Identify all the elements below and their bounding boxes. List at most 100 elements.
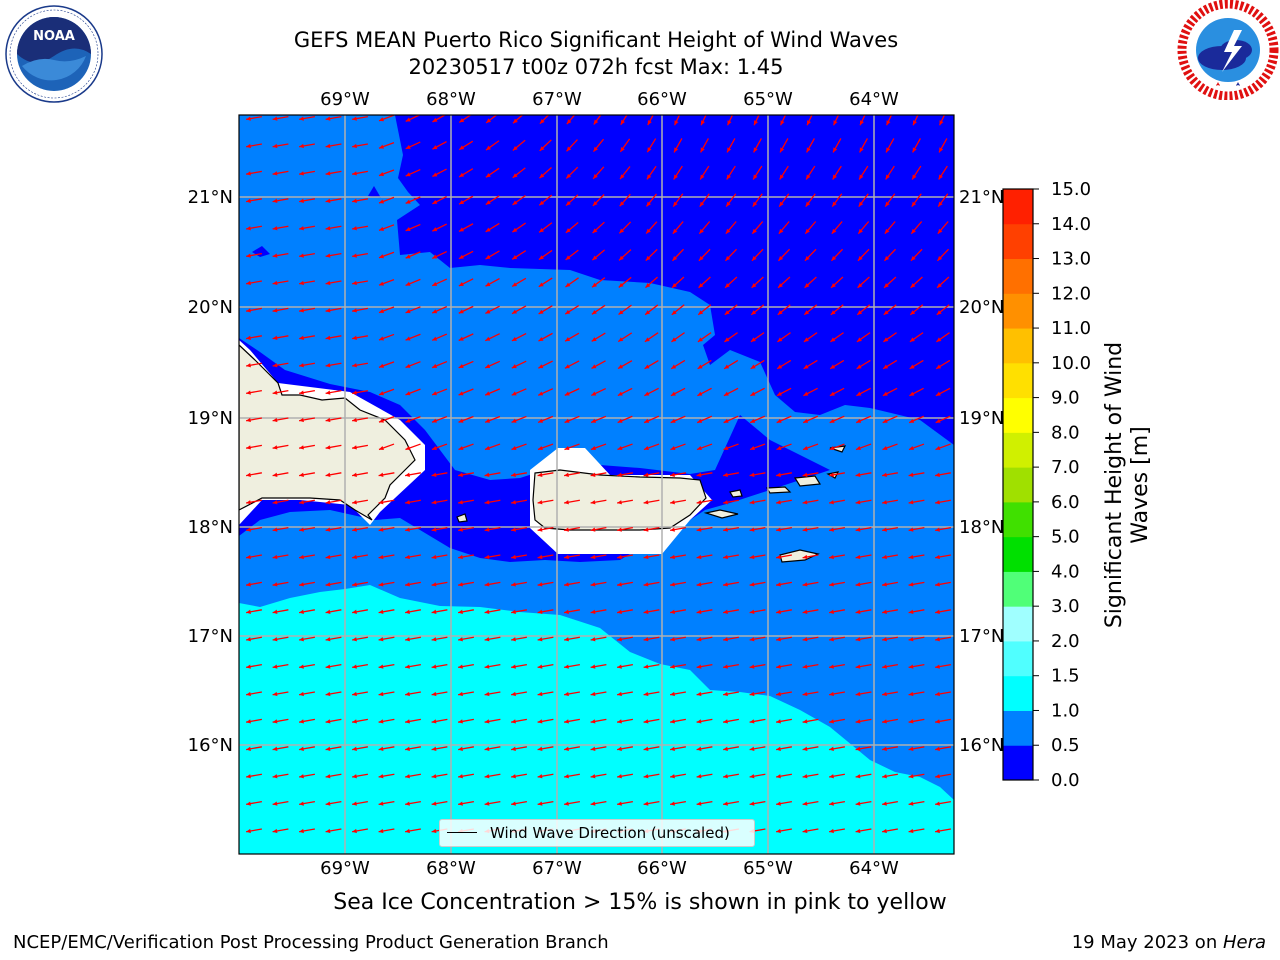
wave-direction-arrowhead — [564, 746, 569, 751]
wave-direction-arrowhead — [458, 774, 463, 779]
map-frame — [238, 114, 955, 855]
wave-direction-arrowhead — [725, 228, 731, 234]
wave-direction-arrowhead — [590, 472, 596, 477]
wave-direction-arrowhead — [696, 637, 702, 642]
wave-direction-arrowhead — [884, 283, 889, 288]
colorbar-swatch — [1003, 258, 1033, 294]
wave-direction-arrowhead — [378, 418, 384, 423]
colorbar-tick-label: 0.5 — [1051, 735, 1080, 756]
wave-direction-arrowhead — [882, 527, 887, 532]
wave-direction-arrowhead — [325, 774, 331, 779]
wave-direction-arrowhead — [802, 801, 808, 806]
wave-direction-arrowhead — [432, 336, 438, 341]
wave-direction-arrowhead — [829, 582, 834, 587]
wave-direction-arrowhead — [325, 417, 331, 423]
colorbar-tick-label: 1.0 — [1051, 700, 1080, 721]
wave-direction-arrowhead — [485, 172, 491, 178]
wave-direction-arrowhead — [299, 637, 304, 642]
wave-direction-arrowhead — [378, 664, 384, 669]
wave-direction-arrowhead — [325, 116, 331, 121]
wave-direction-arrowhead — [670, 774, 675, 779]
wave-direction-arrowhead — [272, 746, 278, 751]
wave-direction-arrowhead — [486, 118, 492, 123]
wave-direction-arrowhead — [937, 256, 943, 261]
wave-direction-arrowhead — [299, 198, 304, 203]
wave-direction-arrowhead — [485, 391, 491, 396]
wave-direction-arrowhead — [352, 527, 357, 532]
wave-direction-arrowhead — [670, 582, 675, 587]
map-legend: Wind Wave Direction (unscaled) — [439, 819, 755, 847]
wave-direction-arrowhead — [325, 308, 331, 313]
wave-direction-arrowhead — [378, 691, 384, 697]
wave-direction-arrowhead — [855, 472, 861, 477]
wave-direction-arrowhead — [590, 445, 596, 451]
puerto-rico-land — [532, 469, 707, 531]
wave-direction-arrowhead — [511, 609, 516, 614]
wave-direction-arrowhead — [246, 582, 251, 587]
wave-direction-arrowhead — [272, 280, 278, 286]
wave-direction-arrowhead — [246, 226, 251, 231]
lon-label-top: 64°W — [849, 89, 899, 110]
wave-direction-arrowhead — [749, 472, 755, 477]
wave-direction-arrowhead — [724, 364, 730, 369]
wave-direction-arrowhead — [749, 719, 755, 724]
wave-direction-arrowhead — [829, 609, 834, 614]
wave-direction-arrowhead — [484, 774, 490, 779]
wave-direction-arrowhead — [539, 118, 545, 124]
wave-direction-arrowhead — [511, 801, 516, 806]
wave-direction-arrowhead — [882, 554, 887, 560]
wave-direction-arrowhead — [670, 801, 675, 806]
wave-direction-arrowhead — [458, 336, 464, 341]
wave-direction-arrowhead — [352, 828, 357, 834]
colorbar-swatch — [1003, 675, 1033, 711]
wave-direction-arrowhead — [272, 143, 278, 149]
colorbar-tick-label: 6.0 — [1051, 492, 1080, 513]
wave-direction-arrowhead — [538, 309, 544, 314]
wave-direction-arrowhead — [858, 201, 864, 207]
wave-direction-arrowhead — [882, 472, 887, 477]
wave-direction-arrowhead — [246, 390, 251, 395]
wave-direction-arrowhead — [670, 391, 676, 396]
colorbar-swatch — [1003, 571, 1033, 607]
wave-direction-arrowhead — [511, 774, 516, 779]
wave-direction-arrowhead — [696, 472, 702, 477]
wave-direction-arrowhead — [670, 445, 676, 451]
wave-direction-arrowhead — [458, 746, 463, 751]
wave-direction-arrowhead — [299, 143, 304, 149]
wave-direction-arrowhead — [885, 201, 890, 207]
wave-direction-arrowhead — [802, 609, 808, 614]
wave-direction-arrowhead — [246, 363, 251, 368]
wave-direction-arrowhead — [378, 500, 384, 505]
wave-direction-arrowhead — [749, 609, 755, 614]
wave-direction-arrowhead — [856, 418, 862, 423]
wave-direction-arrowhead — [246, 664, 251, 669]
wave-direction-arrowhead — [882, 746, 887, 751]
wave-direction-arrowhead — [644, 418, 650, 423]
wave-direction-arrowhead — [592, 201, 598, 206]
wave-direction-arrowhead — [882, 719, 887, 724]
wave-direction-arrowhead — [723, 418, 729, 423]
wave-direction-arrowhead — [246, 472, 251, 477]
wave-direction-arrowhead — [647, 120, 652, 126]
wave-direction-arrowhead — [564, 391, 570, 396]
wave-direction-arrowhead — [566, 173, 572, 179]
wave-direction-arrowhead — [299, 280, 304, 286]
wave-direction-arrowhead — [564, 664, 569, 669]
wave-direction-arrowhead — [620, 174, 625, 180]
wave-direction-arrowhead — [458, 282, 464, 286]
wave-direction-arrowhead — [378, 554, 384, 560]
wave-direction-arrowhead — [272, 363, 278, 368]
wave-direction-arrowhead — [431, 472, 437, 477]
wave-direction-arrowhead — [697, 418, 703, 423]
wave-direction-arrowhead — [776, 691, 781, 697]
wave-direction-arrowhead — [431, 609, 437, 614]
wave-direction-arrowhead — [833, 147, 838, 153]
wave-direction-arrowhead — [776, 391, 782, 396]
wave-direction-arrowhead — [776, 527, 781, 532]
wave-direction-arrowhead — [671, 337, 677, 342]
wave-direction-arrowhead — [829, 719, 834, 724]
colorbar: 0.0 0.5 1.0 1.5 2.0 3.0 4.0 5.0 6.0 7.0 8.0 9.0 10.0… — [1002, 179, 1091, 791]
wave-direction-arrowhead — [378, 308, 384, 314]
wave-direction-arrowhead — [908, 554, 914, 560]
wave-direction-arrowhead — [855, 637, 861, 642]
